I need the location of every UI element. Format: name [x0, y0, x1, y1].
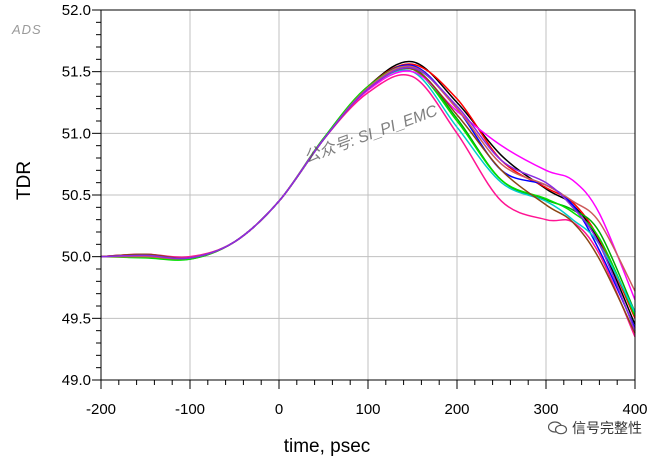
y-tick-label: 50.0 — [62, 249, 91, 266]
x-tick-label: 400 — [622, 401, 647, 418]
x-tick-label: 200 — [444, 401, 469, 418]
x-tick-label: -100 — [175, 401, 205, 418]
y-tick-label: 49.5 — [62, 310, 91, 327]
wechat-icon — [548, 421, 568, 435]
brand-text: 信号完整性 — [572, 420, 642, 436]
y-tick-label: 51.5 — [62, 64, 91, 81]
series-line-trace-11 — [100, 66, 636, 331]
ads-logo: ADS — [12, 22, 42, 37]
grid — [101, 10, 635, 380]
x-tick-label: 300 — [533, 401, 558, 418]
x-tick-label: -200 — [86, 401, 116, 418]
y-tick-label: 51.0 — [62, 125, 91, 142]
x-axis-label: time, psec — [283, 436, 371, 457]
y-tick-label: 50.5 — [62, 187, 91, 204]
x-tick-label: 100 — [355, 401, 380, 418]
axis-ticks — [92, 9, 636, 389]
y-tick-label: 49.0 — [62, 372, 91, 389]
y-tick-label: 52.0 — [62, 2, 91, 19]
y-axis-label: TDR — [14, 160, 35, 200]
tick-labels: -200 -100 0 100 200 300 400 49.0 49.5 50.0 50.5 51.… — [62, 2, 648, 418]
series-group — [100, 60, 636, 338]
plot-frame — [100, 9, 636, 381]
x-tick-label: 0 — [275, 401, 283, 418]
brand-badge: 信号完整性 — [548, 418, 642, 438]
